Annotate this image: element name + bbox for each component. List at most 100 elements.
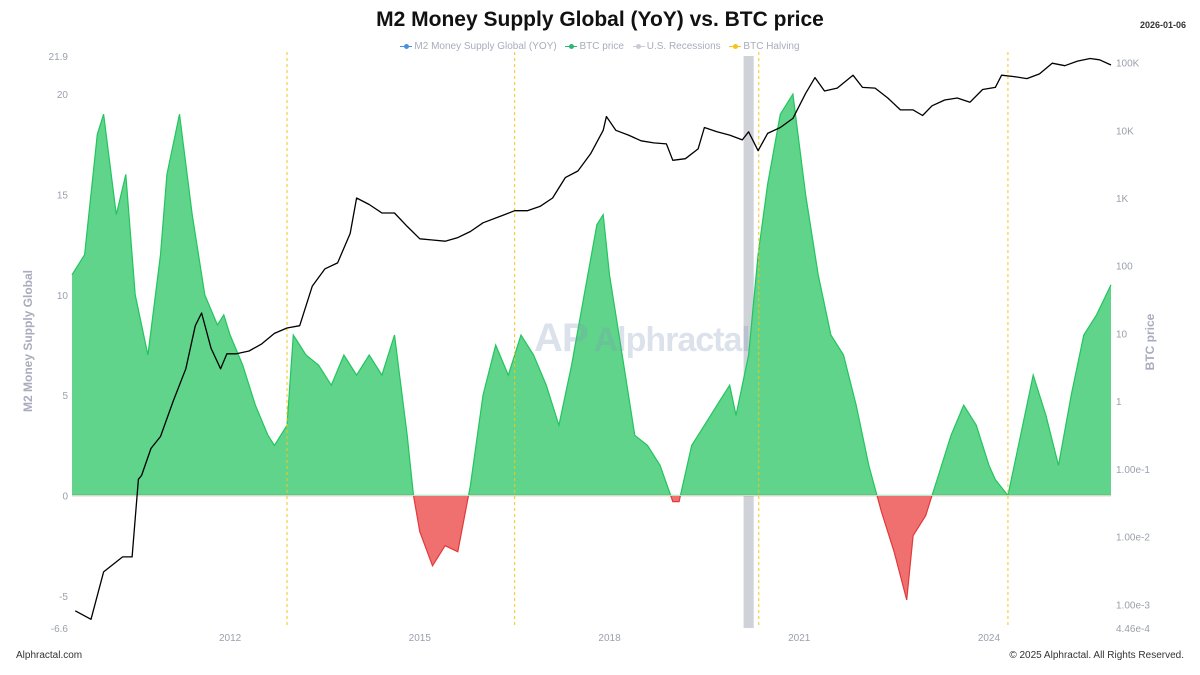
m2-data-point [223, 314, 225, 316]
m2-data-point [356, 374, 358, 376]
left-axis-tick-label: 0 [62, 492, 68, 503]
legend-label-m2: M2 Money Supply Global (YOY) [414, 41, 557, 52]
m2-data-point [937, 474, 939, 476]
recession-band [743, 56, 754, 628]
right-axis-tick-label: 1.00e-3 [1116, 600, 1150, 611]
m2-data-point [779, 113, 781, 115]
m2-data-point [242, 364, 244, 366]
m2-data-point [1083, 334, 1085, 336]
left-axis-tick-label: 20 [57, 90, 69, 101]
btc-data-point [226, 353, 228, 355]
btc-data-point [131, 556, 133, 558]
btc-data-point [514, 210, 516, 212]
btc-data-point [684, 158, 686, 160]
btc-data-point [852, 74, 854, 76]
m2-data-point [988, 464, 990, 466]
m2-data-point [691, 444, 693, 446]
m2-data-point [855, 404, 857, 406]
legend-label-halving: BTC Halving [743, 41, 800, 52]
m2-data-point [368, 354, 370, 356]
right-axis-label: BTC price [1143, 313, 1157, 371]
legend-item-m2[interactable]: M2 Money Supply Global (YOY) [400, 41, 557, 52]
x-axis-tick-label: 2018 [598, 633, 621, 644]
legend-label-recessions: U.S. Recessions [646, 41, 721, 52]
btc-data-point [248, 350, 250, 352]
m2-data-point [805, 193, 807, 195]
m2-data-point [191, 214, 193, 216]
m2-data-point [950, 434, 952, 436]
btc-data-point [501, 215, 503, 217]
m2-data-point [267, 434, 269, 436]
btc-data-point [349, 232, 351, 234]
btc-data-point [122, 556, 124, 558]
m2-area-series [71, 92, 1112, 601]
footer-copyright: © 2025 Alphractal. All Rights Reserved. [1009, 650, 1184, 661]
btc-data-point [444, 240, 446, 242]
m2-data-point [583, 294, 585, 296]
m2-data-point [868, 464, 870, 466]
btc-data-point [779, 126, 781, 128]
btc-data-point [261, 343, 263, 345]
m2-data-point [330, 384, 332, 386]
x-axis-tick-label: 2021 [788, 633, 811, 644]
btc-data-point [814, 77, 816, 79]
btc-data-point [602, 129, 604, 131]
right-axis-tick-label: 1.00e-1 [1116, 465, 1150, 476]
m2-data-point [602, 214, 604, 216]
btc-data-point [469, 230, 471, 232]
m2-data-point [1070, 394, 1072, 396]
btc-data-point [564, 177, 566, 179]
m2-data-point [71, 274, 73, 276]
m2-data-point [906, 599, 908, 601]
btc-data-point [703, 126, 705, 128]
left-axis-tick-label: -6.6 [51, 624, 69, 635]
btc-data-point [874, 87, 876, 89]
m2-data-point [216, 324, 218, 326]
m2-data-point [817, 274, 819, 276]
right-axis-tick-label: 100 [1116, 262, 1133, 273]
m2-data-point [406, 434, 408, 436]
m2-data-point [925, 515, 927, 517]
btc-data-point [172, 400, 174, 402]
btc-data-point [729, 134, 731, 136]
halving-lines [286, 52, 1009, 628]
m2-data-point [843, 354, 845, 356]
btc-data-point [457, 237, 459, 239]
btc-data-point [956, 97, 958, 99]
m2-data-point [254, 404, 256, 406]
btc-data-point [406, 225, 408, 227]
btc-data-point [74, 610, 76, 612]
btc-data-point [194, 325, 196, 327]
btc-data-point [356, 197, 358, 199]
btc-data-point [337, 262, 339, 264]
btc-data-point [605, 115, 607, 117]
m2-data-point [767, 183, 769, 185]
m2-data-point [558, 424, 560, 426]
btc-data-point [381, 212, 383, 214]
legend-item-btc[interactable]: BTC price [565, 41, 624, 52]
m2-data-point [134, 294, 136, 296]
btc-data-point [922, 115, 924, 117]
m2-data-point [757, 254, 759, 256]
m2-data-point [1032, 374, 1034, 376]
btc-data-point [220, 368, 222, 370]
x-axis-tick-label: 2024 [978, 633, 1001, 644]
btc-data-point [748, 131, 750, 133]
btc-data-point [861, 86, 863, 88]
btc-data-point [1013, 76, 1015, 78]
btc-data-point [1110, 64, 1112, 66]
btc-data-point [994, 86, 996, 88]
m2-negative-edge [72, 494, 1111, 601]
m2-data-point [912, 535, 914, 537]
footer-site[interactable]: Alphractal.com [16, 650, 83, 661]
btc-data-point [590, 153, 592, 155]
legend-item-halving[interactable]: BTC Halving [729, 41, 800, 52]
btc-data-point [210, 347, 212, 349]
btc-data-point [969, 101, 971, 103]
m2-data-point [994, 478, 996, 480]
m2-data-point [273, 444, 275, 446]
btc-data-point [431, 239, 433, 241]
legend-item-recessions[interactable]: U.S. Recessions [632, 41, 721, 52]
m2-data-point [571, 364, 573, 366]
btc-data-point [185, 368, 187, 370]
